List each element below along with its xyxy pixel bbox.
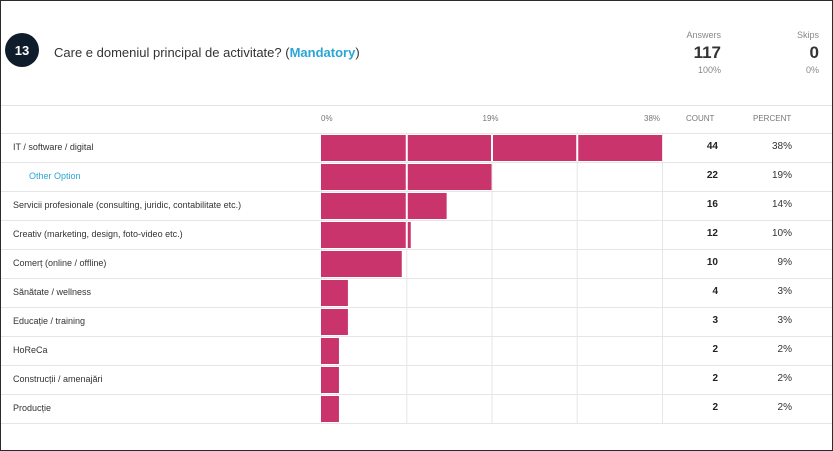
row-count: 44 <box>706 141 718 152</box>
answers-percent: 100% <box>697 65 721 75</box>
row-label: Servicii profesionale (consulting, jurid… <box>13 200 242 210</box>
row-label: IT / software / digital <box>13 142 94 152</box>
row-label: Construcții / amenajări <box>13 374 103 384</box>
bar <box>321 222 411 248</box>
count-column-header: COUNT <box>686 114 715 123</box>
row-count: 3 <box>712 315 718 326</box>
bar <box>321 251 402 277</box>
bar <box>321 280 348 306</box>
question-title-close: ) <box>355 45 360 60</box>
row-count: 22 <box>706 170 718 181</box>
answers-label: Answers <box>686 30 721 40</box>
question-title: Care e domeniul principal de activitate?… <box>54 45 360 60</box>
bar <box>321 193 447 219</box>
row-label: Sănătate / wellness <box>13 287 92 297</box>
row-count: 16 <box>706 199 718 210</box>
row-percent: 3% <box>777 315 792 326</box>
bar <box>321 396 339 422</box>
skips-percent: 0% <box>805 65 819 75</box>
row-percent: 3% <box>777 286 792 297</box>
row-count: 10 <box>706 257 718 268</box>
row-count: 2 <box>712 344 718 355</box>
row-percent: 2% <box>777 402 792 413</box>
bar <box>321 338 339 364</box>
answers-stat: Answers 117 100% <box>651 30 721 75</box>
tick-label: 38% <box>644 114 661 123</box>
row-percent: 2% <box>777 373 792 384</box>
row-label: Producție <box>13 403 52 413</box>
row-label: Comerț (online / offline) <box>13 258 107 268</box>
row-count: 4 <box>712 286 718 297</box>
row-count: 12 <box>706 228 718 239</box>
row-percent: 38% <box>771 141 792 152</box>
row-label: Creativ (marketing, design, foto-video e… <box>13 229 183 239</box>
row-percent: 2% <box>777 344 792 355</box>
bar <box>321 367 339 393</box>
row-count: 2 <box>712 402 718 413</box>
row-percent: 10% <box>771 228 792 239</box>
skips-label: Skips <box>796 30 819 40</box>
row-percent: 9% <box>777 257 792 268</box>
tick-label: 0% <box>321 114 333 123</box>
percent-column-header: PERCENT <box>753 114 792 123</box>
skips-stat: Skips 0 0% <box>749 30 819 75</box>
row-label: HoReCa <box>13 345 48 355</box>
row-percent: 19% <box>771 170 792 181</box>
bar <box>321 309 348 335</box>
question-title-text: Care e domeniul principal de activitate?… <box>54 45 290 60</box>
question-number-badge: 13 <box>5 33 39 67</box>
tick-label: 19% <box>482 114 499 123</box>
other-option-link[interactable]: Other Option <box>29 171 81 181</box>
answers-value: 117 <box>693 43 721 62</box>
row-count: 2 <box>712 373 718 384</box>
row-label: Educație / training <box>13 316 86 326</box>
skips-value: 0 <box>809 43 819 62</box>
header-divider <box>1 105 832 106</box>
mandatory-label: Mandatory <box>289 45 356 60</box>
row-percent: 14% <box>771 199 792 210</box>
